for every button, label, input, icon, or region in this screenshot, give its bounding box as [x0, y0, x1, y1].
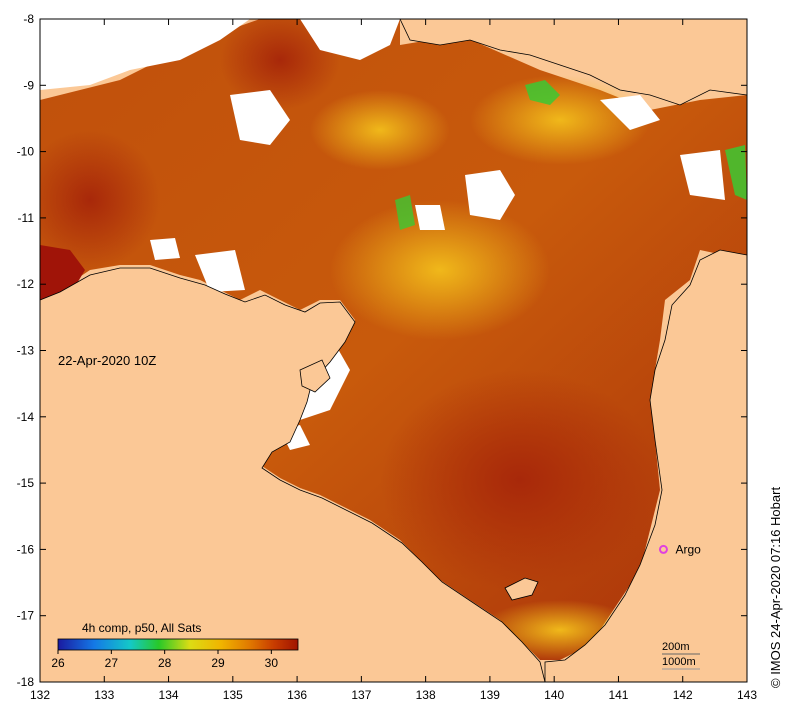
- sst-warm-west: [40, 130, 160, 270]
- date-label: 22-Apr-2020 10Z: [58, 353, 156, 368]
- lat-tick-label: -12: [17, 277, 35, 291]
- lon-tick-label: 136: [287, 688, 307, 702]
- lat-tick-label: -18: [17, 675, 35, 689]
- colorbar-label: 30: [265, 656, 279, 670]
- land-masses: [39, 18, 748, 683]
- land-arnhem: [39, 267, 546, 683]
- lat-tick-label: -13: [17, 344, 35, 358]
- lon-tick-label: 140: [544, 688, 564, 702]
- land-mornington-island: [504, 577, 539, 601]
- lon-tick-label: 142: [673, 688, 693, 702]
- lon-tick-label: 137: [351, 688, 371, 702]
- lon-tick-label: 134: [159, 688, 179, 702]
- lat-tick-label: -9: [23, 78, 34, 92]
- depth-1000-label: 1000m: [662, 656, 696, 668]
- colorbar-title: 4h comp, p50, All Sats: [82, 621, 201, 635]
- lat-tick-label: -14: [17, 410, 35, 424]
- colorbar-label: 26: [51, 656, 65, 670]
- lon-tick-label: 143: [737, 688, 757, 702]
- lat-tick-label: -10: [17, 145, 35, 159]
- sst-warm-north: [220, 19, 340, 110]
- lon-tick-label: 139: [480, 688, 500, 702]
- lat-tick-label: -16: [17, 542, 35, 556]
- land-cape-york: [544, 249, 748, 683]
- lon-tick-label: 141: [608, 688, 628, 702]
- lon-tick-label: 133: [94, 688, 114, 702]
- sst-cold-fringe: [395, 195, 415, 230]
- colorbar-ramp: [57, 638, 299, 651]
- argo-label: Argo: [675, 542, 701, 556]
- colorbar-label: 29: [211, 656, 225, 670]
- longitude-axis: 132 133 134 135 136 137 138 139 140 141 142 143: [30, 19, 757, 702]
- sst-warm-core: [380, 370, 660, 590]
- lon-tick-label: 138: [416, 688, 436, 702]
- lon-tick-label: 132: [30, 688, 50, 702]
- colorbar: 4h comp, p50, All Sats 26 27 28 29 30: [51, 621, 299, 670]
- argo-float-icon[interactable]: [658, 544, 668, 554]
- sst-cool-patch: [330, 200, 550, 340]
- credit-label: © IMOS 24-Apr-2020 07:16 Hobart: [768, 487, 783, 688]
- depth-legend: 200m 1000m: [662, 641, 700, 670]
- sst-cool-patch: [310, 90, 450, 170]
- colorbar-label: 27: [105, 656, 119, 670]
- lat-tick-label: -17: [17, 609, 35, 623]
- land-groote-eylandt: [299, 359, 331, 393]
- latitude-axis: -8 -9 -10 -11 -12 -13 -14 -15 -16 -17 -18: [17, 12, 747, 689]
- lon-tick-label: 135: [223, 688, 243, 702]
- sst-cool-patch: [470, 75, 650, 165]
- depth-200-label: 200m: [662, 641, 690, 653]
- lat-tick-label: -15: [17, 476, 35, 490]
- sst-cold-fringe: [725, 145, 747, 200]
- argo-marker[interactable]: Argo: [658, 542, 701, 556]
- lat-tick-label: -8: [23, 12, 34, 26]
- lat-tick-label: -11: [18, 211, 35, 225]
- sst-cold-fringe: [525, 80, 560, 105]
- land-new-guinea: [399, 18, 748, 106]
- colorbar-label: 28: [158, 656, 172, 670]
